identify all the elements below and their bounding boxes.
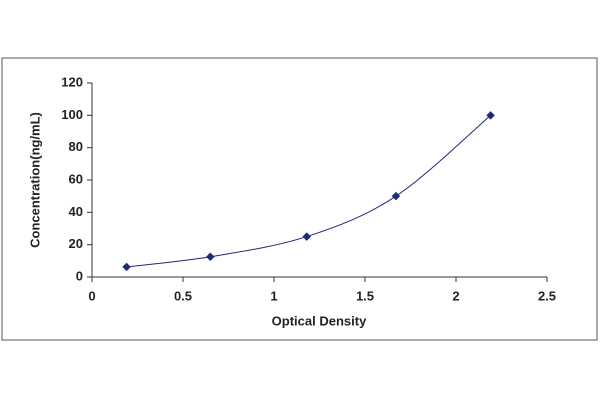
y-axis-label: Concentration(ng/mL) [27, 112, 42, 248]
y-tick-label: 40 [69, 204, 83, 219]
x-tick-label: 2 [452, 288, 459, 303]
data-point [486, 111, 495, 120]
y-tick-label: 100 [61, 107, 83, 122]
x-tick-label: 0 [88, 288, 95, 303]
x-axis-label: Optical Density [272, 313, 367, 328]
data-point [206, 252, 215, 262]
data-point [302, 232, 312, 241]
x-tick-label: 2.5 [538, 288, 556, 303]
y-tick-label: 80 [69, 139, 83, 154]
data-point [391, 191, 401, 201]
x-tick-label: 1.5 [356, 288, 374, 303]
y-tick-label: 120 [61, 74, 83, 89]
y-tick-label: 0 [76, 268, 83, 283]
y-tick-label: 20 [69, 236, 83, 251]
x-tick-label: 1 [270, 288, 277, 303]
chart-frame [1, 57, 598, 341]
y-tick-label: 60 [69, 171, 83, 186]
x-tick-label: 0.5 [174, 288, 192, 303]
data-point [122, 262, 131, 272]
